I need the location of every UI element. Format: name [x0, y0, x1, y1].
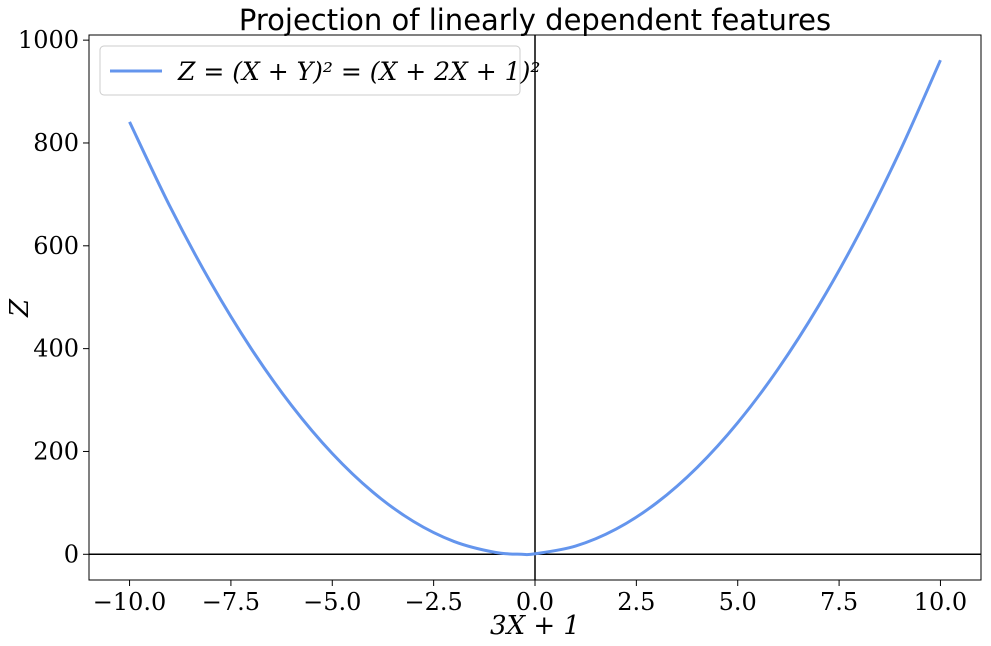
x-tick-label: 2.5	[617, 588, 655, 616]
x-tick-label: 7.5	[820, 588, 858, 616]
x-axis-label: 3X + 1	[490, 611, 580, 641]
x-axis: −10.0 −7.5 −5.0 −2.5 0.0 2.5 5.0 7.5 10.0	[93, 580, 967, 616]
legend: Z = (X + Y)² = (X + 2X + 1)²	[99, 45, 540, 96]
x-tick-label: 5.0	[719, 588, 757, 616]
y-tick-label: 200	[33, 437, 79, 465]
x-tick-label: −2.5	[404, 588, 462, 616]
y-tick-label: 400	[33, 335, 79, 363]
y-tick-label: 600	[33, 232, 79, 260]
x-tick-label: −5.0	[303, 588, 361, 616]
chart-title: Projection of linearly dependent feature…	[239, 3, 831, 37]
y-tick-label: 0	[64, 540, 79, 568]
y-axis: 0 200 400 600 800 1000	[18, 26, 89, 568]
series-layer	[128, 59, 942, 557]
y-axis-label: Z	[5, 298, 35, 318]
legend-label: Z = (X + Y)² = (X + 2X + 1)²	[177, 57, 540, 86]
legend-box	[99, 45, 521, 96]
x-tick-label: −7.5	[202, 588, 260, 616]
x-tick-label: −10.0	[93, 588, 167, 616]
y-tick-label: 800	[33, 129, 79, 157]
x-tick-label: 10.0	[914, 588, 967, 616]
x-tick-label: 0.0	[516, 588, 554, 616]
series-line-0	[128, 59, 942, 557]
y-tick-label: 1000	[18, 26, 79, 54]
